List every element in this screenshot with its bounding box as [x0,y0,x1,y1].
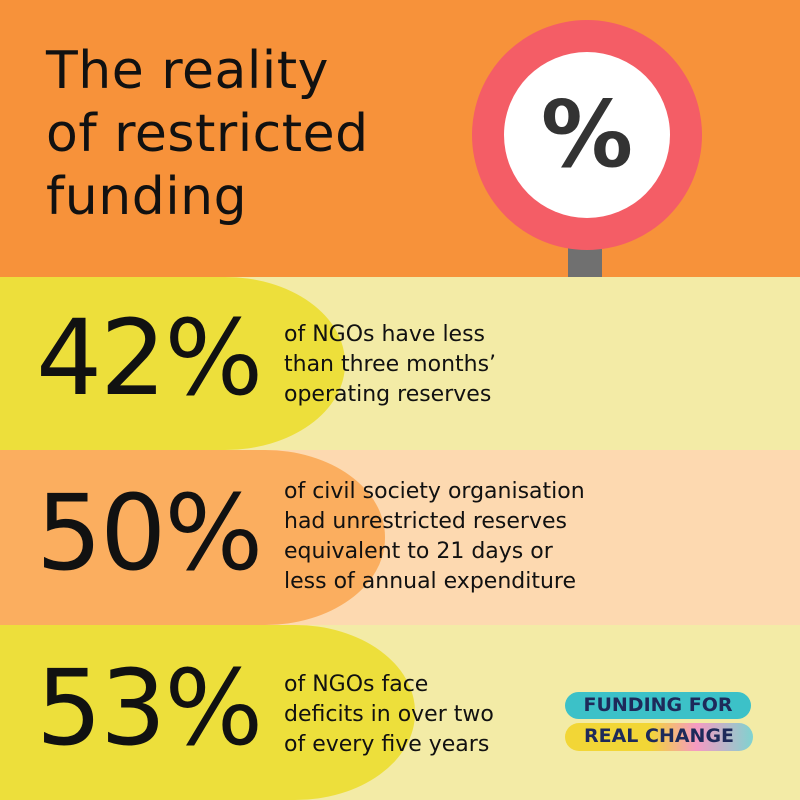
description-line: of civil society organisation [284,479,585,504]
description-line: of every five years [284,732,490,757]
stat-shape [0,450,385,625]
stat-description: of NGOs have less than three months’ ope… [284,320,496,410]
stat-description: of civil society organisation had unrest… [284,477,585,597]
stat-value: 42% [36,297,263,419]
title-line: funding [46,167,248,227]
description-line: had unrestricted reserves [284,509,567,534]
stat-description: of NGOs face deficits in over two of eve… [284,670,494,760]
description-line: deficits in over two [284,702,494,727]
logo-text: FUNDING FOR [583,694,733,716]
logo-pill: FUNDING FOR [565,692,751,719]
stat-shape [0,277,345,450]
title-line: The reality [46,41,329,101]
stat-value: 53% [36,647,263,769]
stat-value: 50% [36,472,263,594]
description-line: of NGOs have less [284,322,486,347]
description-line: operating reserves [284,382,492,407]
sign-face [504,52,670,218]
description-line: equivalent to 21 days or [284,539,553,564]
logo-pill: REAL CHANGE [565,723,753,751]
title-line: of restricted [46,104,369,164]
description-line: less of annual expenditure [284,569,577,594]
sign-icon: % [540,81,634,188]
stat-row: 50% of civil society organisation had un… [0,450,800,625]
title: The reality of restricted funding [46,40,369,229]
description-line: of NGOs face [284,672,429,697]
stat-shape [0,625,415,800]
logo-text: REAL CHANGE [583,725,735,747]
stat-row: 42% of NGOs have less than three months’… [0,277,800,450]
description-line: than three months’ [284,352,497,377]
